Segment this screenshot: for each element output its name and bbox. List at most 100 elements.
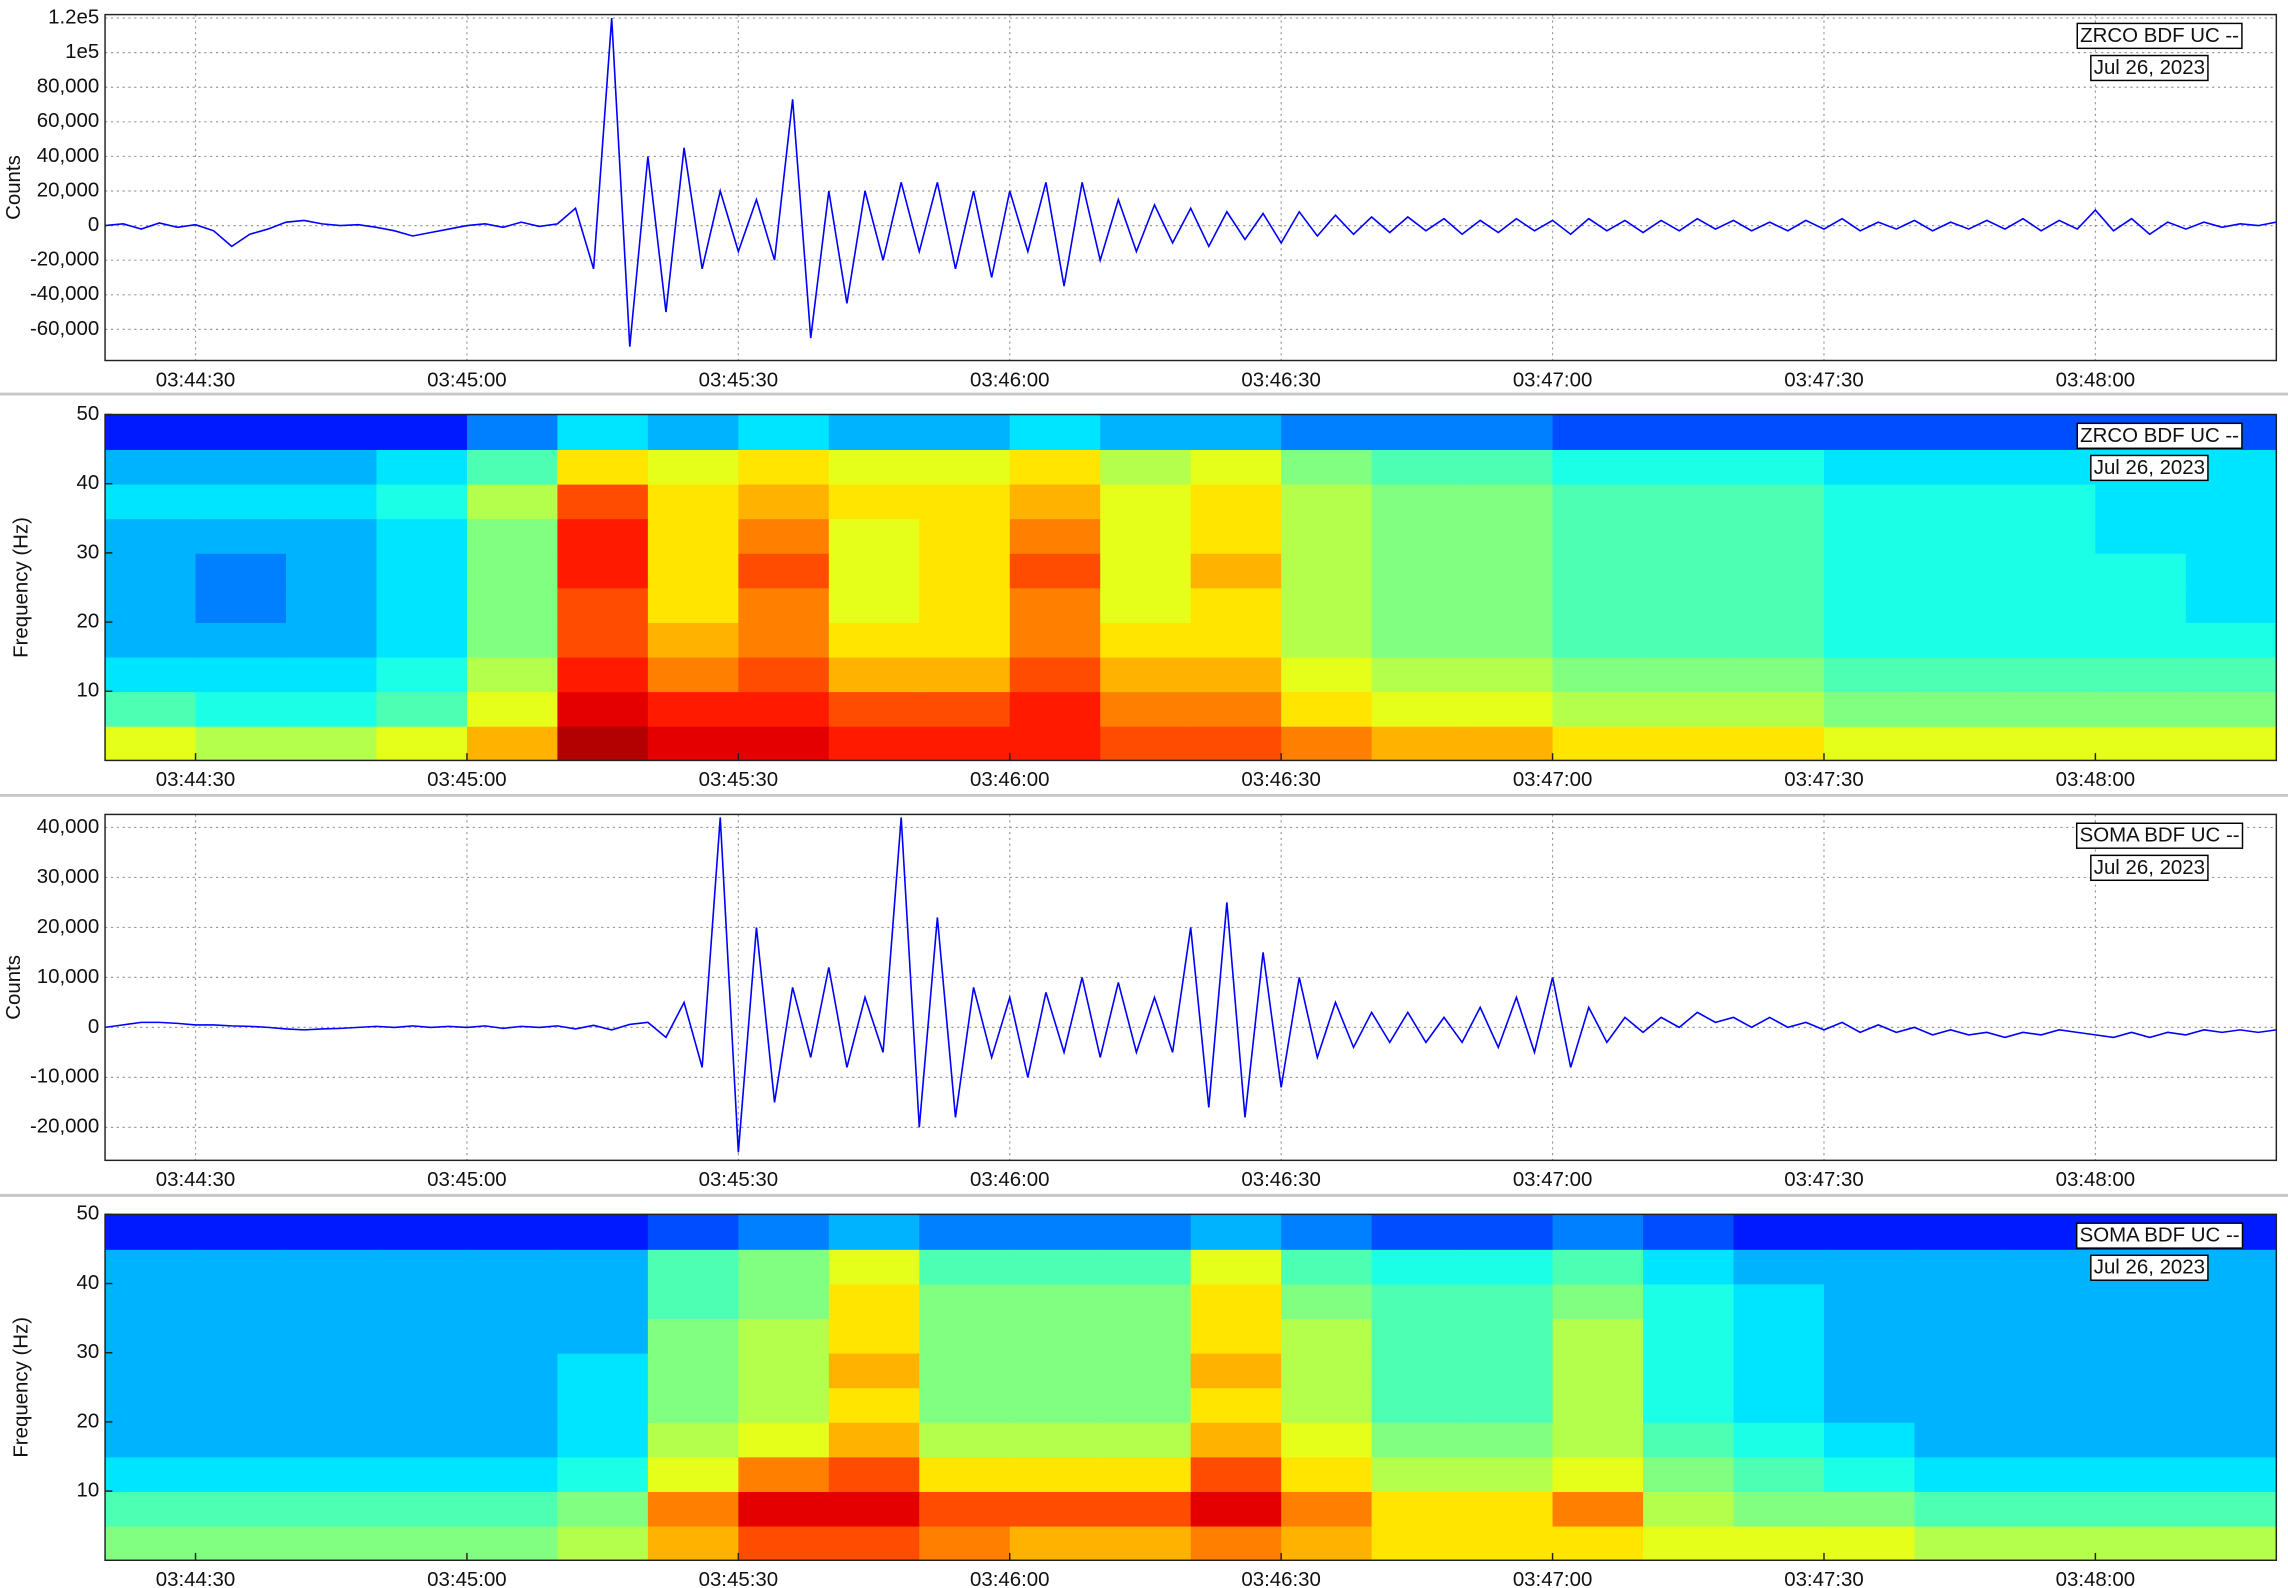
spectrogram-cell xyxy=(557,587,649,623)
spectrogram-cell xyxy=(1643,1283,1735,1320)
y-tick-label: -10,000 xyxy=(30,1066,99,1088)
spectrogram-cell xyxy=(1733,622,1825,658)
spectrogram-cell xyxy=(1190,622,1283,658)
spectrogram-cell xyxy=(828,1525,921,1561)
spectrogram-cell xyxy=(557,725,649,761)
spectrogram-cell xyxy=(286,691,378,727)
spectrogram-cell xyxy=(919,1525,1011,1561)
panel: 03:44:30 03:45:00 03:45:30 03:46:00 03:46:30… xyxy=(3,813,2278,1191)
spectrogram-cell xyxy=(1914,1352,2006,1389)
spectrogram-cell xyxy=(195,483,287,520)
spectrogram-cell xyxy=(647,1387,740,1423)
spectrogram-cell xyxy=(466,1456,559,1492)
spectrogram-cell xyxy=(1462,552,1554,589)
spectrogram-cell xyxy=(647,1352,740,1389)
x-tick-label: 03:47:00 xyxy=(1513,1169,1592,1191)
x-tick-label: 03:48:00 xyxy=(2056,1569,2135,1588)
x-tick-label: 03:45:00 xyxy=(427,369,506,391)
spectrogram-cell xyxy=(738,1491,830,1527)
label-box xyxy=(2076,422,2243,449)
spectrogram-cell xyxy=(828,725,921,761)
spectrogram-cell xyxy=(1552,587,1644,623)
spectrogram-cell xyxy=(1009,1214,1102,1250)
spectrogram-cell xyxy=(647,691,740,727)
x-tick-label: 03:44:30 xyxy=(156,769,235,791)
spectrogram-cell xyxy=(195,414,287,450)
label-box xyxy=(2090,454,2209,482)
spectrogram-cell xyxy=(1823,1248,1916,1285)
spectrogram-cell xyxy=(1190,449,1283,485)
spectrogram-cell xyxy=(1281,587,1373,623)
spectrogram-cell xyxy=(1823,449,1916,485)
spectrogram-cell xyxy=(1100,1248,1192,1285)
x-tick-label: 03:47:30 xyxy=(1784,1569,1863,1588)
spectrogram-cell xyxy=(557,1352,649,1389)
spectrogram-cell xyxy=(738,622,830,658)
spectrogram-cell xyxy=(2095,622,2187,658)
spectrogram-cell xyxy=(1009,1352,1102,1389)
spectrogram-cell xyxy=(1462,518,1554,554)
spectrogram-cell xyxy=(738,1456,830,1492)
spectrogram-cell xyxy=(466,1491,559,1527)
spectrogram-cell xyxy=(195,622,287,658)
spectrogram-cell xyxy=(105,414,197,450)
spectrogram-cell xyxy=(919,1387,1011,1423)
spectrogram-cell xyxy=(738,483,830,520)
spectrogram-cell xyxy=(195,1214,287,1250)
spectrogram-cell xyxy=(738,725,830,761)
spectrogram-cell xyxy=(557,552,649,589)
spectrogram-cell xyxy=(1462,622,1554,658)
spectrogram-cell xyxy=(2004,1456,2097,1492)
spectrogram-cell xyxy=(105,656,197,693)
spectrogram-cell xyxy=(1643,1352,1735,1389)
spectrogram-cell xyxy=(1823,1283,1916,1320)
spectrogram-cell xyxy=(466,1248,559,1285)
spectrogram-cell xyxy=(1733,587,1825,623)
spectrogram-cell xyxy=(1823,1456,1916,1492)
spectrogram-cell xyxy=(1914,552,2006,589)
spectrogram-cell xyxy=(919,483,1011,520)
spectrogram-cell xyxy=(376,587,468,623)
spectrogram-cell xyxy=(1643,725,1735,761)
spectrogram-cell xyxy=(105,1352,197,1389)
spectrogram-cell xyxy=(828,656,921,693)
spectrogram-cell xyxy=(1190,1525,1283,1561)
spectrogram-cell xyxy=(738,1525,830,1561)
x-tick-label: 03:44:30 xyxy=(156,369,235,391)
spectrogram-cell xyxy=(1643,691,1735,727)
spectrogram-cell xyxy=(1100,1214,1192,1250)
spectrogram-cell xyxy=(1009,1387,1102,1423)
spectrogram-cell xyxy=(286,518,378,554)
spectrogram-cell xyxy=(105,552,197,589)
spectrogram-cell xyxy=(1823,1421,1916,1458)
spectrogram-cell xyxy=(2095,1491,2187,1527)
spectrogram-cell xyxy=(286,622,378,658)
spectrogram-cell xyxy=(2004,518,2097,554)
spectrogram-cell xyxy=(557,1248,649,1285)
spectrogram-cell xyxy=(1914,1214,2006,1250)
spectrogram-cell xyxy=(105,725,197,761)
spectrogram-cell xyxy=(1733,1283,1825,1320)
spectrogram-cell xyxy=(1100,1352,1192,1389)
spectrogram-cell xyxy=(1190,1421,1283,1458)
spectrogram-cell xyxy=(195,656,287,693)
spectrogram-cell xyxy=(286,414,378,450)
spectrogram-cell xyxy=(286,483,378,520)
label-box xyxy=(2090,854,2209,882)
x-tick-label: 03:46:00 xyxy=(970,1169,1049,1191)
spectrogram-cell xyxy=(105,1456,197,1492)
spectrogram-cell xyxy=(286,1421,378,1458)
label-box xyxy=(2090,54,2209,82)
spectrogram-cell xyxy=(828,518,921,554)
spectrogram-cell xyxy=(828,414,921,450)
spectrogram-cell xyxy=(1281,656,1373,693)
spectrogram-cell xyxy=(286,449,378,485)
spectrogram-cell xyxy=(1371,414,1463,450)
spectrogram-cell xyxy=(105,587,197,623)
x-tick-label: 03:46:30 xyxy=(1241,1569,1320,1588)
y-axis-label: Counts xyxy=(3,155,25,220)
spectrogram-cell xyxy=(2004,1283,2097,1320)
spectrogram-cell xyxy=(286,1214,378,1250)
spectrogram-cell xyxy=(2095,587,2187,623)
spectrogram-cell xyxy=(1733,449,1825,485)
